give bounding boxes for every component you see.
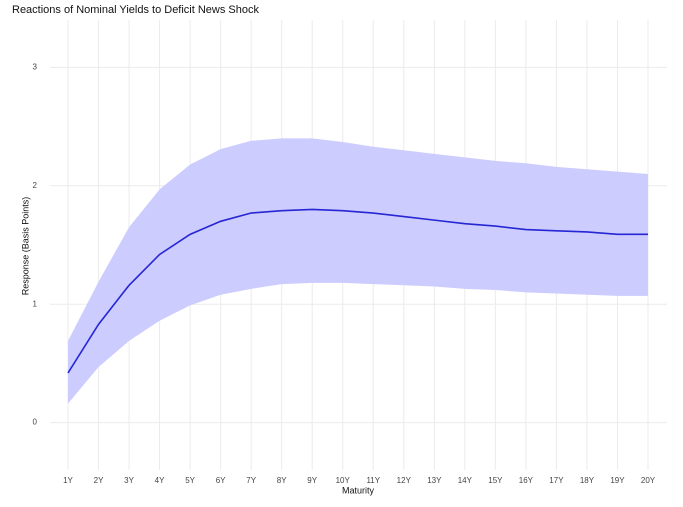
x-axis-title: Maturity xyxy=(342,485,375,495)
y-tick-label: 1 xyxy=(33,299,38,308)
x-tick-label: 1Y xyxy=(63,476,73,485)
x-tick-label: 20Y xyxy=(641,476,656,485)
chart-title: Reactions of Nominal Yields to Deficit N… xyxy=(12,4,259,16)
x-tick-label: 11Y xyxy=(366,476,380,485)
x-tick-label: 17Y xyxy=(549,476,564,485)
x-tick-label: 3Y xyxy=(124,476,134,485)
x-tick-label: 10Y xyxy=(336,476,351,485)
y-tick-label: 2 xyxy=(33,181,38,190)
x-tick-label: 9Y xyxy=(307,476,317,485)
x-tick-label: 12Y xyxy=(397,476,412,485)
x-tick-label: 13Y xyxy=(427,476,442,485)
x-tick-label: 5Y xyxy=(185,476,195,485)
x-tick-label: 18Y xyxy=(580,476,595,485)
x-tick-label: 7Y xyxy=(246,476,256,485)
x-tick-label: 6Y xyxy=(216,476,226,485)
x-tick-label: 16Y xyxy=(519,476,534,485)
x-tick-label: 19Y xyxy=(610,476,625,485)
x-tick-label: 8Y xyxy=(277,476,287,485)
line xyxy=(67,208,648,374)
x-tick-label: 4Y xyxy=(155,476,165,485)
y-tick-label: 3 xyxy=(33,62,38,71)
y-axis-title: Response (Basis Points) xyxy=(20,197,30,296)
x-tick-label: 15Y xyxy=(488,476,503,485)
confidence-band xyxy=(68,138,648,404)
x-tick-label: 2Y xyxy=(94,476,104,485)
y-tick-label: 0 xyxy=(33,418,38,427)
x-tick-label: 14Y xyxy=(458,476,473,485)
